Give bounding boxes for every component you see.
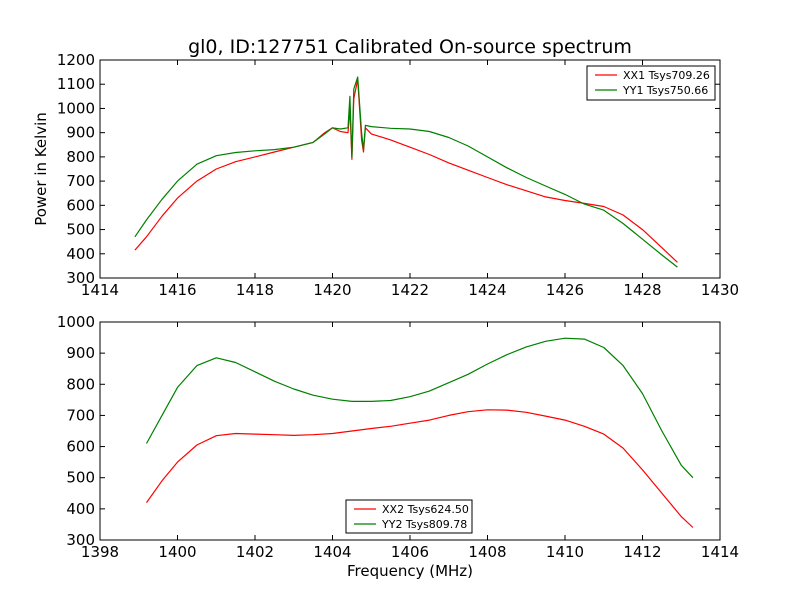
x-tick-label: 1420 — [313, 281, 351, 299]
plot-frame — [99, 59, 721, 279]
x-tick-label: 1408 — [468, 543, 506, 561]
plot-frame — [99, 321, 721, 541]
x-tick-label: 1418 — [236, 281, 274, 299]
y-tick-label: 600 — [66, 438, 95, 456]
x-tick-label: 1410 — [546, 543, 584, 561]
y-tick-label: 500 — [66, 221, 95, 239]
legend-label: XX2 Tsys624.50 — [382, 503, 469, 516]
y-tick-label: 300 — [66, 531, 95, 549]
series-line-xx1 — [134, 78, 678, 263]
x-tick-label: 1398 — [81, 543, 119, 561]
legend-label: XX1 Tsys709.26 — [623, 69, 710, 82]
y-tick-label: 1100 — [57, 75, 95, 93]
x-tick-label: 1416 — [158, 281, 196, 299]
chart-title: gl0, ID:127751 Calibrated On-source spec… — [188, 36, 632, 58]
y-tick-label: 800 — [66, 375, 95, 393]
legend: XX1 Tsys709.26 YY1 Tsys750.66 — [586, 65, 716, 101]
y-tick-label: 400 — [66, 500, 95, 518]
series-line-xx2 — [146, 409, 694, 528]
chart-top: gl0, ID:127751 Calibrated On-source spec… — [32, 36, 739, 299]
legend-box — [345, 499, 473, 534]
x-axis-label: Frequency (MHz) — [347, 562, 473, 580]
legend-label: YY1 Tsys750.66 — [622, 84, 708, 97]
plot-lines — [145, 337, 694, 528]
series-line-yy1 — [134, 76, 678, 268]
y-tick-label: 900 — [66, 124, 95, 142]
x-tick-label: 1404 — [313, 543, 351, 561]
y-tick-label: 600 — [66, 196, 95, 214]
plot-lines — [134, 76, 678, 268]
series-line-yy2 — [145, 337, 694, 479]
x-tick-label: 1414 — [81, 281, 119, 299]
x-tick-label: 1428 — [623, 281, 661, 299]
legend-box — [586, 65, 716, 101]
legend-label: YY2 Tsys809.78 — [381, 518, 467, 531]
x-tick-label: 1430 — [701, 281, 739, 299]
x-tick-label: 1406 — [391, 543, 429, 561]
y-tick-label: 1200 — [57, 51, 95, 69]
y-tick-label: 800 — [66, 148, 95, 166]
y-tick-label: 700 — [66, 172, 95, 190]
y-tick-label: 700 — [66, 406, 95, 424]
y-tick-label: 900 — [66, 344, 95, 362]
axis-ticks: 1414 1416 1418 1420 1422 1424 1426 1428 1430 300 4… — [57, 51, 739, 299]
chart-bottom: Frequency (MHz) 1398 1400 1402 1404 1406 1408… — [57, 313, 739, 580]
x-tick-label: 1426 — [546, 281, 584, 299]
x-tick-label: 1424 — [468, 281, 506, 299]
y-tick-label: 400 — [66, 245, 95, 263]
y-tick-label: 500 — [66, 469, 95, 487]
x-tick-label: 1422 — [391, 281, 429, 299]
x-tick-label: 1412 — [623, 543, 661, 561]
y-tick-label: 1000 — [57, 313, 95, 331]
y-tick-label: 300 — [66, 269, 95, 287]
y-tick-label: 1000 — [57, 99, 95, 117]
x-tick-label: 1414 — [701, 543, 739, 561]
legend: XX2 Tsys624.50 YY2 Tsys809.78 — [345, 499, 473, 534]
y-axis-label: Power in Kelvin — [32, 112, 50, 226]
x-tick-label: 1400 — [158, 543, 196, 561]
x-tick-label: 1402 — [236, 543, 274, 561]
